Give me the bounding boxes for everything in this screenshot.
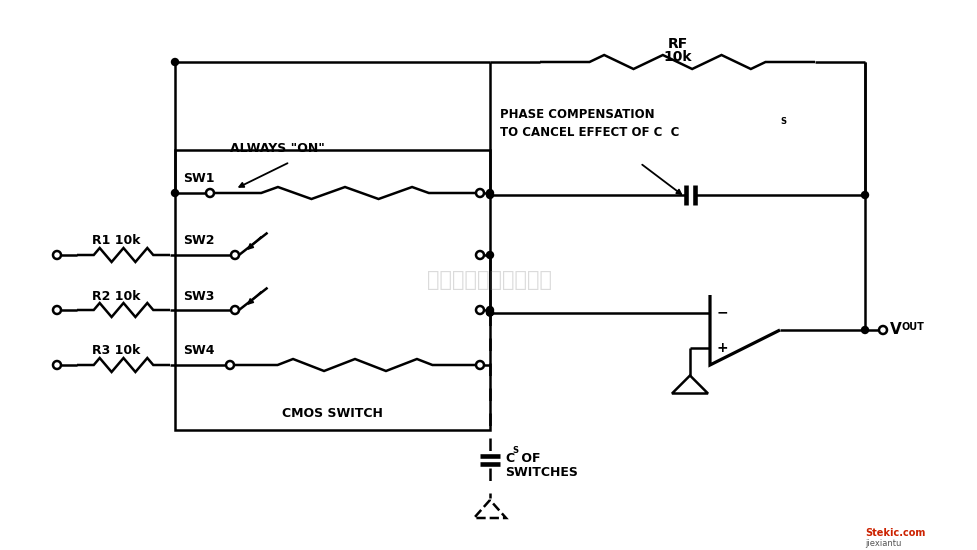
Text: OF: OF <box>517 452 540 465</box>
Text: R3 10k: R3 10k <box>92 344 140 358</box>
Circle shape <box>486 191 493 199</box>
Circle shape <box>171 190 179 196</box>
Circle shape <box>861 327 868 333</box>
Text: SW2: SW2 <box>183 234 214 248</box>
Text: R1 10k: R1 10k <box>92 234 140 248</box>
Text: RF: RF <box>666 37 687 51</box>
Text: TO CANCEL EFFECT OF C  C: TO CANCEL EFFECT OF C C <box>499 125 679 139</box>
Text: SW3: SW3 <box>183 289 214 302</box>
Text: +: + <box>716 340 728 355</box>
Circle shape <box>476 361 484 369</box>
Circle shape <box>878 326 886 334</box>
Circle shape <box>476 306 484 314</box>
Circle shape <box>53 251 61 259</box>
Circle shape <box>486 190 493 196</box>
Text: Stekic.com: Stekic.com <box>864 528 924 538</box>
Circle shape <box>486 309 493 316</box>
Circle shape <box>171 58 179 65</box>
Circle shape <box>231 251 238 259</box>
Text: 10k: 10k <box>662 50 691 64</box>
Text: R2 10k: R2 10k <box>92 289 140 302</box>
Circle shape <box>476 189 484 197</box>
Text: V: V <box>889 322 901 338</box>
Circle shape <box>861 191 868 199</box>
Circle shape <box>53 361 61 369</box>
Text: ALWAYS "ON": ALWAYS "ON" <box>230 141 324 155</box>
Circle shape <box>476 251 484 259</box>
Circle shape <box>486 306 493 313</box>
Circle shape <box>486 309 493 316</box>
Text: PHASE COMPENSATION: PHASE COMPENSATION <box>499 108 654 122</box>
Text: SWITCHES: SWITCHES <box>504 465 577 478</box>
Text: CMOS SWITCH: CMOS SWITCH <box>281 407 383 420</box>
Circle shape <box>231 306 238 314</box>
Circle shape <box>53 306 61 314</box>
Text: jiexiantu: jiexiantu <box>864 539 901 548</box>
Text: SW4: SW4 <box>183 344 214 358</box>
Text: −: − <box>716 305 728 320</box>
Text: 杭州将睢科技有限公司: 杭州将睢科技有限公司 <box>427 270 552 290</box>
Text: S: S <box>780 117 786 126</box>
Circle shape <box>486 251 493 258</box>
Circle shape <box>206 189 214 197</box>
Circle shape <box>226 361 234 369</box>
Text: C: C <box>504 452 514 465</box>
Text: S: S <box>512 446 518 455</box>
Text: OUT: OUT <box>900 322 923 332</box>
Text: SW1: SW1 <box>183 173 214 185</box>
